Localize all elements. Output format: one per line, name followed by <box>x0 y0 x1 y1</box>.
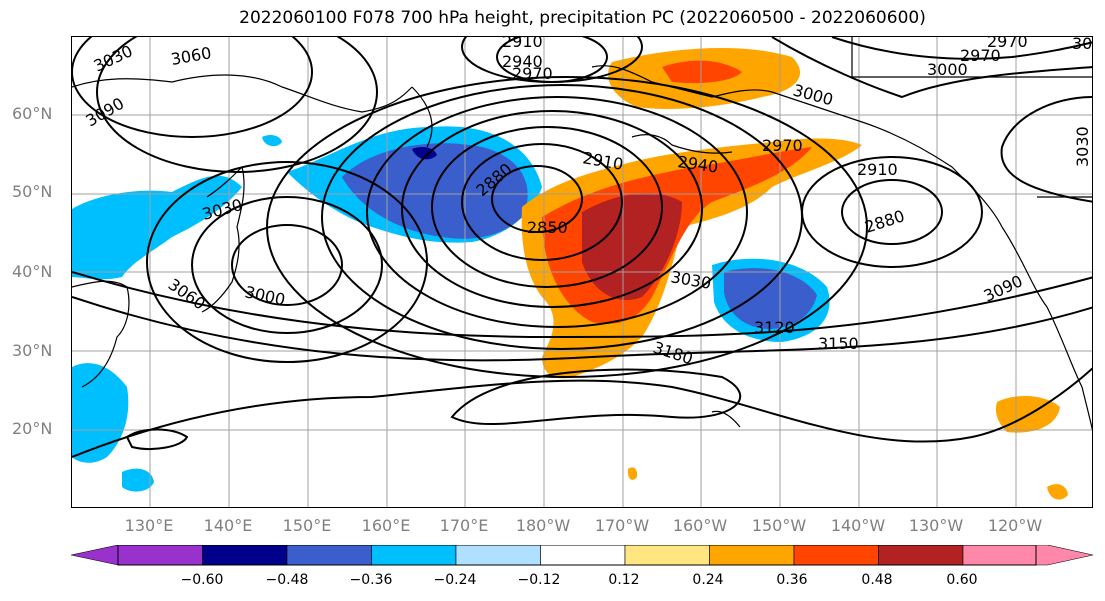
contour-label: 2970 <box>512 64 553 83</box>
height-contours <box>72 37 1092 458</box>
colorbar-tick: 0.60 <box>946 572 978 588</box>
contour-label: 2970 <box>987 37 1028 51</box>
colorbar-tick: −0.48 <box>265 572 309 588</box>
colorbar-segment <box>202 545 288 566</box>
lon-label-150e: 150°E <box>282 516 332 535</box>
contour-label: 3120 <box>754 318 795 337</box>
colorbar-tick: 0.12 <box>608 572 640 588</box>
lon-label-120w: 120°W <box>987 516 1043 535</box>
lon-label-160w: 160°W <box>672 516 728 535</box>
colorbar-tick: −0.24 <box>433 572 477 588</box>
colorbar-segment <box>540 545 626 566</box>
colorbar-segment <box>455 545 541 566</box>
contour-label: 3030 <box>91 41 136 75</box>
lat-label-20: 20°N <box>12 419 53 438</box>
contour-label: 2910 <box>857 160 898 179</box>
lon-label-130e: 130°E <box>124 516 174 535</box>
lat-label-50: 50°N <box>12 182 53 201</box>
contour-label: 2910 <box>502 37 543 51</box>
map-panel: 3030 3060 3090 2910 2940 2970 3000 2970 … <box>71 36 1093 508</box>
colorbar-tick: 0.48 <box>861 572 893 588</box>
colorbar-tick: 0.36 <box>776 572 808 588</box>
colorbar-segments <box>70 545 1094 566</box>
map-canvas: 3030 3060 3090 2910 2940 2970 3000 2970 … <box>72 37 1093 507</box>
contour-label: 3060 <box>165 275 209 314</box>
lat-label-30: 30°N <box>12 341 53 360</box>
contour-label: 2970 <box>960 46 1001 65</box>
lon-label-170e: 170°E <box>439 516 489 535</box>
precip-shading <box>72 47 1068 500</box>
contour-label: 3180 <box>651 338 696 369</box>
contour-label: 3000 <box>927 60 968 79</box>
graticule <box>72 37 1092 507</box>
colorbar-extend-left <box>70 545 203 566</box>
contour-label: 2970 <box>762 136 803 155</box>
contour-label: 2880 <box>862 206 907 237</box>
contour-label: 3030 <box>1073 126 1092 167</box>
lon-label-160e: 160°E <box>361 516 411 535</box>
lon-label-140w: 140°W <box>830 516 886 535</box>
colorbar-segment <box>371 545 457 566</box>
contour-label: 3060 <box>169 43 212 69</box>
colorbar-outline <box>117 545 1037 566</box>
contour-label: 3030 <box>669 267 712 293</box>
contour-label: 3150 <box>818 334 859 353</box>
colorbar-tick: −0.36 <box>349 572 393 588</box>
colorbar-tick: 0.24 <box>692 572 724 588</box>
coastlines <box>72 37 1092 431</box>
lon-label-180w: 180°W <box>515 516 571 535</box>
colorbar-segment <box>286 545 372 566</box>
colorbar-extend-right <box>962 545 1094 566</box>
contour-label: 3000 <box>243 282 287 309</box>
lon-label-130w: 130°W <box>908 516 964 535</box>
contour-label: 2940 <box>502 52 543 71</box>
contour-label: 2850 <box>527 218 568 237</box>
colorbar-tick: −0.12 <box>517 572 561 588</box>
colorbar <box>70 545 1094 566</box>
colorbar-segment <box>709 545 795 566</box>
lat-label-40: 40°N <box>12 262 53 281</box>
colorbar-segment <box>878 545 964 566</box>
contour-label: 3090 <box>981 271 1026 305</box>
map-title: 2022060100 F078 700 hPa height, precipit… <box>239 8 926 28</box>
lat-label-60: 60°N <box>12 104 53 123</box>
lon-label-170w: 170°W <box>594 516 650 535</box>
lon-label-140e: 140°E <box>203 516 253 535</box>
lon-label-150w: 150°W <box>751 516 807 535</box>
contour-label: 3030 <box>1072 37 1093 53</box>
colorbar-segment <box>624 545 710 566</box>
contour-label: 2910 <box>581 148 624 174</box>
colorbar-tick: −0.60 <box>180 572 224 588</box>
colorbar-segment <box>793 545 879 566</box>
